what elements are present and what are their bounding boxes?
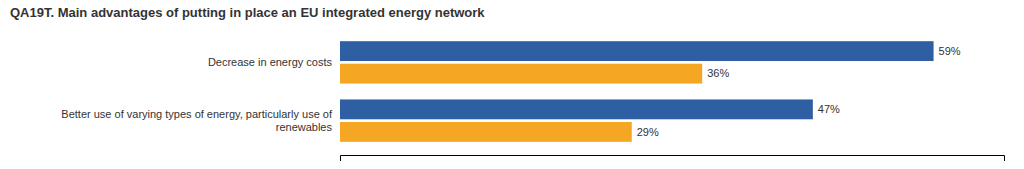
bar	[340, 41, 934, 61]
data-label: 29%	[637, 126, 659, 138]
category-label-line: Better use of varying types of energy, p…	[61, 108, 333, 120]
y-axis: Decrease in energy costs Better use of va…	[61, 56, 340, 133]
data-labels: 59% 47% 36% 29%	[637, 45, 961, 138]
x-axis	[341, 156, 1005, 162]
y-tick: Better use of varying types of energy, p…	[61, 108, 340, 133]
data-label: 47%	[818, 103, 840, 115]
category-label: Better use of varying types of energy, p…	[61, 108, 333, 133]
plot: 59% 47% 36% 29% Decrease in energy costs Bett…	[61, 41, 1004, 161]
category-label: Decrease in energy costs	[208, 56, 333, 68]
bar	[340, 122, 632, 142]
y-tick: Decrease in energy costs	[208, 56, 340, 68]
bars	[340, 41, 934, 142]
category-label-line: renewables	[276, 121, 333, 133]
data-label: 59%	[939, 45, 961, 57]
data-label: 36%	[707, 67, 729, 79]
title: QA19T. Main advantages of putting in pla…	[10, 5, 485, 20]
x-axis-line	[341, 156, 1005, 162]
category-label-line: Decrease in energy costs	[208, 56, 333, 68]
bar	[340, 64, 702, 84]
chart: QA19T. Main advantages of putting in pla…	[0, 0, 1024, 169]
bar	[340, 99, 813, 119]
